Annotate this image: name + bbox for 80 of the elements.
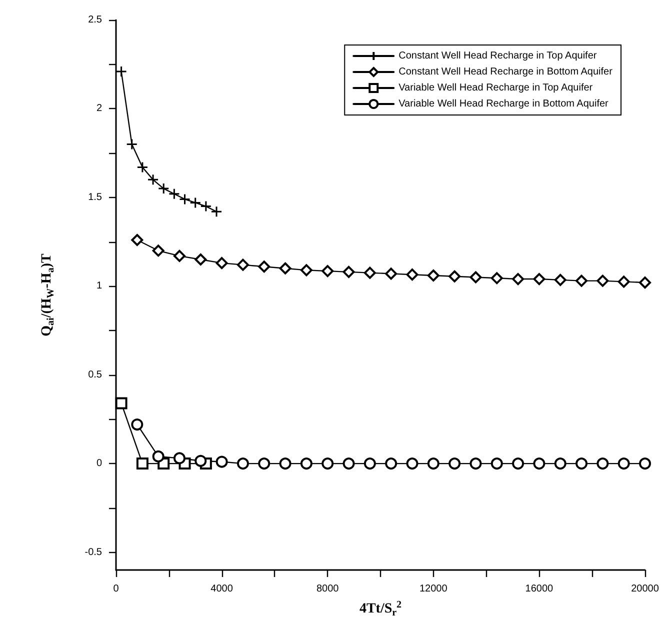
point — [490, 458, 503, 470]
point — [448, 458, 461, 470]
point — [533, 458, 546, 470]
point — [173, 250, 186, 262]
point — [448, 270, 461, 282]
point — [152, 244, 164, 257]
point — [470, 458, 482, 470]
y-axis-title: Qai/(HW-Ha)T — [40, 253, 56, 336]
point — [596, 274, 609, 287]
point — [554, 458, 566, 470]
x-tick-label: 20000 — [631, 584, 660, 594]
point — [385, 458, 398, 470]
point — [136, 458, 148, 470]
y-tick-label: 1 — [96, 280, 102, 292]
y-tick-label: 0.5 — [88, 369, 102, 380]
point — [576, 274, 588, 287]
point — [279, 262, 292, 274]
point — [639, 458, 651, 470]
point — [300, 264, 312, 276]
point — [216, 257, 228, 270]
x-tick-label: 0 — [113, 584, 120, 594]
x-tick-label: 12000 — [419, 584, 448, 594]
point — [279, 458, 292, 470]
point — [406, 458, 418, 470]
point — [596, 458, 609, 470]
point — [200, 200, 212, 212]
point — [194, 454, 207, 467]
point — [173, 452, 186, 464]
point — [427, 269, 440, 282]
point — [512, 458, 524, 470]
y-tick-label: 2 — [96, 103, 102, 114]
y-tick-label: 0 — [96, 458, 102, 470]
x-tick-label: 4000 — [210, 584, 234, 594]
point — [179, 193, 191, 205]
point — [236, 258, 249, 271]
point — [158, 182, 170, 194]
point — [342, 266, 355, 278]
point — [576, 458, 588, 470]
x-tick-label: 8000 — [316, 584, 340, 594]
point — [618, 458, 630, 470]
point — [406, 268, 418, 281]
point — [116, 66, 128, 78]
point — [364, 266, 376, 279]
point — [115, 397, 128, 410]
point — [131, 234, 144, 246]
point — [190, 196, 202, 208]
point — [342, 458, 355, 470]
legend-label: Variable Well Head Recharge in Bottom Aquifer — [398, 98, 610, 110]
point — [131, 418, 144, 431]
point — [639, 276, 651, 289]
y-tick-label: 2.5 — [88, 14, 102, 26]
point — [258, 260, 270, 273]
point — [194, 254, 207, 266]
point — [168, 188, 180, 200]
point — [322, 458, 334, 470]
point — [470, 271, 482, 284]
point — [427, 458, 440, 470]
y-tick-label: 1.5 — [88, 192, 102, 203]
point — [490, 272, 503, 284]
point — [618, 276, 630, 288]
point — [136, 162, 148, 174]
point — [126, 138, 138, 150]
point — [236, 458, 249, 470]
point — [210, 206, 222, 218]
legend-label: Constant Well Head Recharge in Top Aquifer — [398, 50, 598, 62]
point — [385, 268, 398, 280]
point — [258, 458, 270, 470]
point — [322, 265, 334, 278]
legend-label: Variable Well Head Recharge in Top Aquifer — [398, 82, 594, 94]
point — [147, 174, 159, 186]
point — [364, 458, 376, 470]
point — [216, 456, 228, 468]
legend-label: Constant Well Head Recharge in Bottom Aquifer — [398, 66, 614, 78]
point — [554, 274, 566, 286]
point — [512, 273, 524, 286]
y-tick-label: -0.5 — [84, 546, 102, 558]
point — [300, 458, 312, 470]
point — [152, 450, 164, 462]
x-tick-label: 16000 — [525, 584, 554, 594]
point — [533, 273, 546, 286]
